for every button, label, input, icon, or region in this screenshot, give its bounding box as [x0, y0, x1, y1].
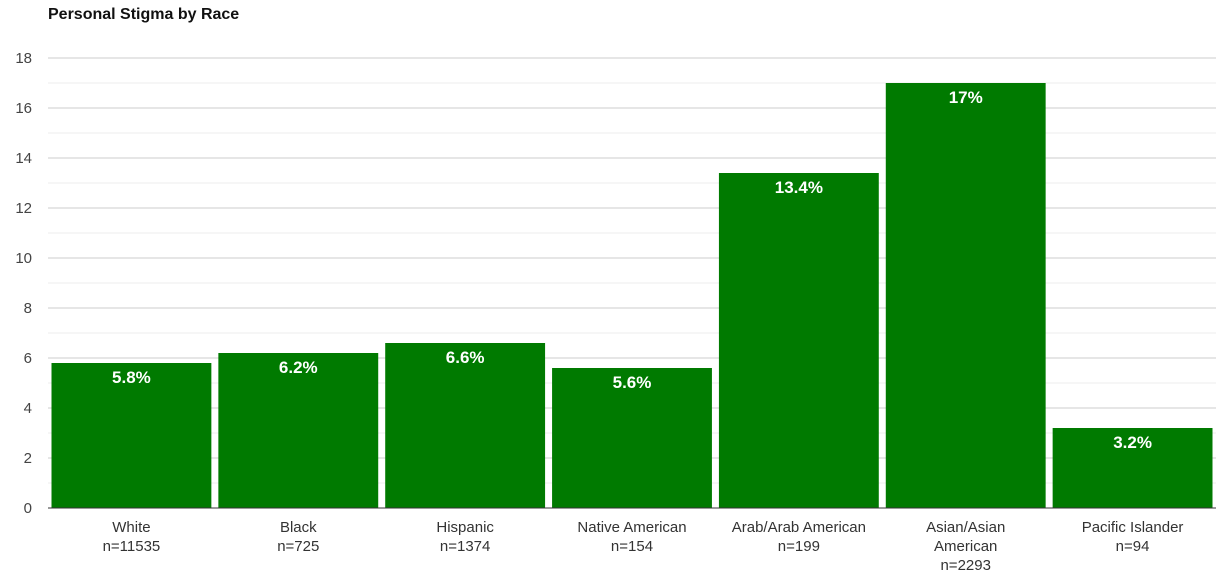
- bar: [885, 83, 1046, 508]
- bar-value-label: 5.6%: [613, 373, 652, 392]
- y-tick-label: 14: [15, 150, 32, 167]
- y-axis: 0 2 4 6 8 10 12 14 16 18: [15, 50, 32, 517]
- x-tick-label: n=2293: [940, 557, 990, 574]
- x-tick-label: Pacific Islander: [1082, 519, 1184, 536]
- x-tick-label: n=11535: [103, 538, 161, 555]
- bar: [385, 343, 546, 508]
- y-tick-label: 2: [24, 450, 32, 467]
- bar-value-label: 3.2%: [1113, 433, 1152, 452]
- bar: [718, 173, 879, 508]
- x-tick-label: White: [112, 519, 150, 536]
- y-tick-label: 6: [24, 350, 32, 367]
- chart-title: Personal Stigma by Race: [48, 6, 240, 23]
- bar-value-label: 6.2%: [279, 358, 318, 377]
- x-tick-label: Black: [280, 519, 317, 536]
- y-tick-label: 0: [24, 500, 32, 517]
- x-tick-label: n=94: [1116, 538, 1150, 555]
- x-axis: White n=11535 Black n=725 Hispanic n=1374 Nati…: [48, 507, 1216, 574]
- x-tick-label: n=1374: [440, 538, 490, 555]
- x-tick-label: American: [934, 538, 997, 555]
- data-labels: 5.8% 6.2% 6.6% 5.6% 13.4% 17% 3.2%: [112, 88, 1152, 452]
- x-tick-label: n=725: [277, 538, 319, 555]
- bar-value-label: 5.8%: [112, 368, 151, 387]
- y-tick-label: 10: [15, 250, 32, 267]
- bar-value-label: 17%: [949, 88, 983, 107]
- x-tick-label: n=199: [778, 538, 820, 555]
- bar: [51, 363, 212, 508]
- y-tick-label: 4: [24, 400, 32, 417]
- x-tick-label: Asian/Asian: [926, 519, 1005, 536]
- bar: [1052, 428, 1213, 508]
- y-tick-label: 18: [15, 50, 32, 67]
- x-tick-label: n=154: [611, 538, 653, 555]
- bar: [218, 353, 379, 508]
- x-tick-label: Arab/Arab American: [732, 519, 866, 536]
- bar-value-label: 13.4%: [775, 178, 823, 197]
- x-tick-label: Hispanic: [436, 519, 494, 536]
- y-tick-label: 16: [15, 100, 32, 117]
- bar-value-label: 6.6%: [446, 348, 485, 367]
- y-tick-label: 8: [24, 300, 32, 317]
- x-tick-label: Native American: [577, 519, 686, 536]
- bars: [51, 83, 1213, 508]
- bar: [552, 368, 712, 508]
- y-tick-label: 12: [15, 200, 32, 217]
